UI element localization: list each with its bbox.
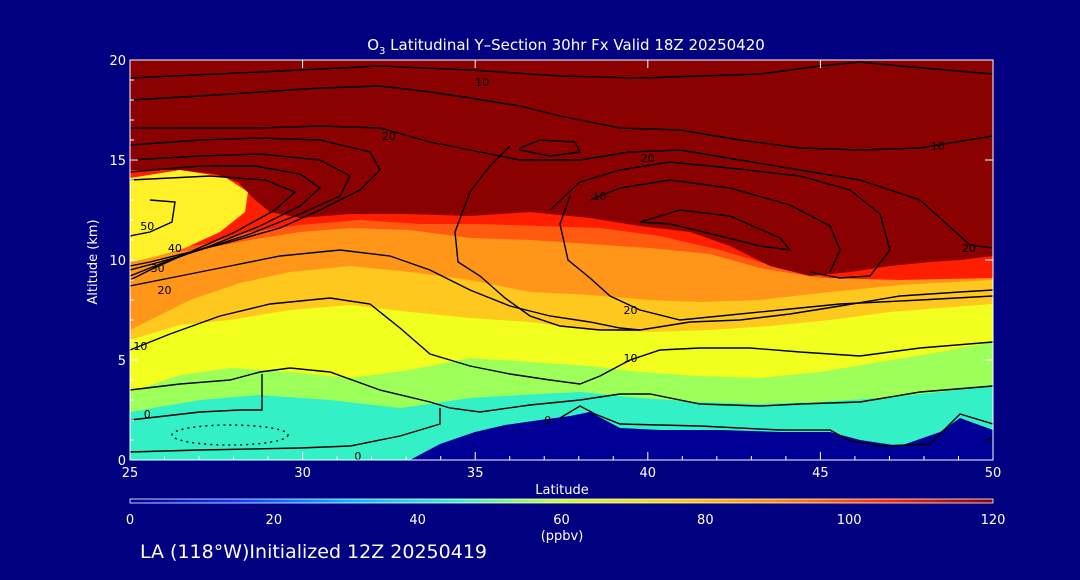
contour-line xyxy=(519,139,582,157)
y-tick-label: 20 xyxy=(109,54,126,69)
contour-line xyxy=(549,161,891,279)
colorbar-tick-label: 120 xyxy=(981,513,1006,528)
contour-line xyxy=(130,374,263,421)
contour-label: 0 xyxy=(354,450,361,463)
contour-line xyxy=(130,408,441,453)
colorbar-tick-label: 60 xyxy=(553,513,570,528)
x-axis-title: Latitude xyxy=(535,483,589,498)
contour-label: 20 xyxy=(382,130,396,143)
contour-label: 30 xyxy=(151,262,165,275)
colorbar-unit: (ppbv) xyxy=(541,529,584,544)
contour-label: 40 xyxy=(168,242,182,255)
contour-line xyxy=(559,195,993,321)
y-axis-title: Altitude (km) xyxy=(86,219,101,304)
contour-line xyxy=(130,297,993,385)
x-tick-label: 25 xyxy=(122,466,139,481)
y-tick-label: 5 xyxy=(118,354,126,369)
contour-label: 10 xyxy=(592,190,606,203)
contour-line xyxy=(454,145,993,331)
contour-label: 20 xyxy=(624,304,638,317)
contour-line xyxy=(130,85,993,151)
contour-label: 10 xyxy=(475,76,489,89)
field-stratosphere xyxy=(130,60,993,276)
x-tick-label: 30 xyxy=(294,466,311,481)
y-tick-label: 15 xyxy=(109,154,126,169)
footer-caption: LA (118°W)Initialized 12Z 20250419 xyxy=(140,541,487,563)
colorbar-bar xyxy=(129,498,994,504)
y-tick-label: 10 xyxy=(109,254,126,269)
contour-line xyxy=(130,249,641,331)
contour-label: 10 xyxy=(931,140,945,153)
contour-line xyxy=(130,199,176,237)
contour-line xyxy=(130,125,993,249)
x-axis: Latitude 25 30 35 40 45 50 xyxy=(122,60,1002,498)
colorbar-tick-label: 100 xyxy=(837,513,862,528)
contour-line xyxy=(639,209,792,251)
colorbar-tick-label: 80 xyxy=(697,513,714,528)
x-tick-label: 40 xyxy=(640,466,657,481)
contour-label: 10 xyxy=(133,340,147,353)
contour-label: 0 xyxy=(144,408,151,421)
colorbar-tick-label: 0 xyxy=(126,513,134,528)
contour-label: 50 xyxy=(140,220,154,233)
y-axis: Altitude (km) 0 5 10 15 20 xyxy=(86,54,993,469)
y-tick-label: 0 xyxy=(118,454,126,469)
contour-line-dashed xyxy=(171,424,289,446)
contour-line xyxy=(589,179,841,273)
contour-line xyxy=(984,437,993,441)
contour-lines xyxy=(130,61,993,453)
chart-title: O3 Latitudinal Y–Section 30hr Fx Valid 1… xyxy=(367,36,765,57)
contour-label: 20 xyxy=(962,242,976,255)
field-yellow-bulge xyxy=(130,170,248,262)
field-terrain xyxy=(130,412,993,460)
colorbar-tick-label: 20 xyxy=(266,513,283,528)
contour-line xyxy=(130,175,297,281)
x-tick-label: 50 xyxy=(985,466,1002,481)
contour-line xyxy=(130,61,993,79)
x-tick-label: 35 xyxy=(467,466,484,481)
contour-line xyxy=(559,405,993,447)
colorbar-tick-label: 40 xyxy=(409,513,426,528)
contour-label: 0 xyxy=(544,414,551,427)
x-tick-label: 45 xyxy=(812,466,829,481)
contour-label: 20 xyxy=(158,284,172,297)
contour-label: 20 xyxy=(641,152,655,165)
contour-line xyxy=(130,165,322,277)
colorbar-ticks: 0 20 40 60 80 100 120 xyxy=(126,513,1006,528)
contour-line xyxy=(130,367,993,413)
colorbar: 0 20 40 60 80 100 120 (ppbv) xyxy=(126,498,1006,544)
contour-label: 10 xyxy=(624,352,638,365)
